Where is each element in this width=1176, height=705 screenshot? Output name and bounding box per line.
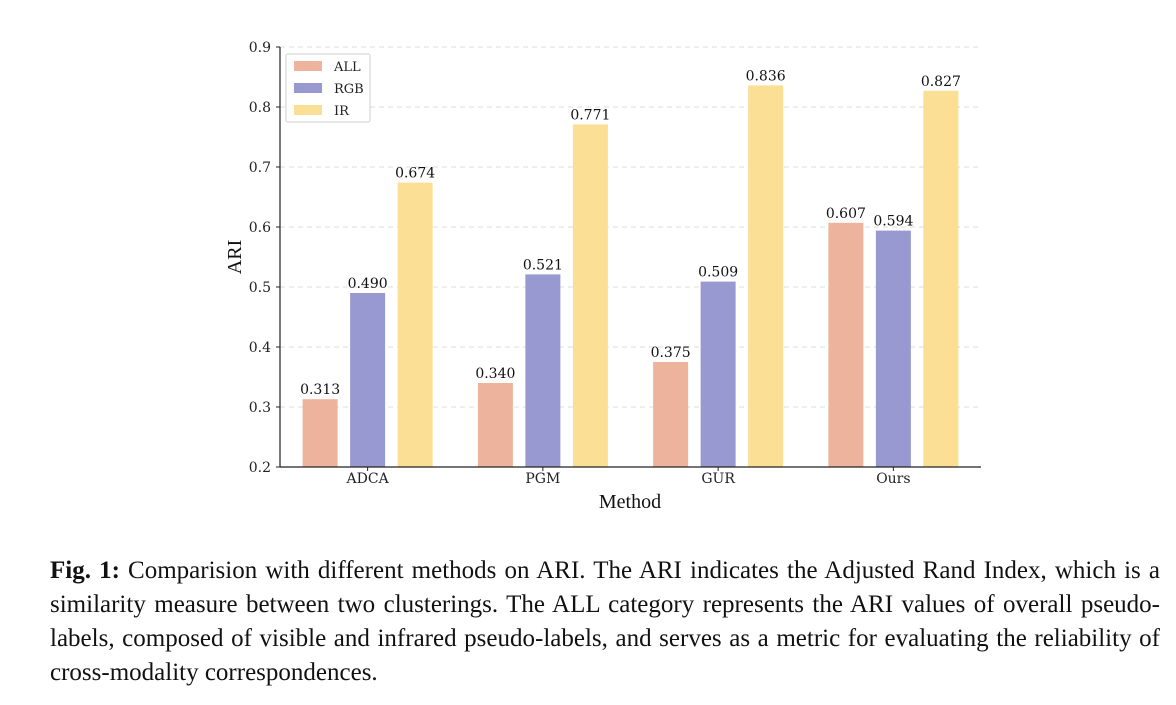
data-label: 0.771	[570, 107, 610, 123]
data-label: 0.375	[651, 345, 691, 361]
x-tick-label: Ours	[876, 471, 910, 487]
y-tick-label: 0.4	[249, 340, 271, 356]
value-labels: 0.313 0.490 0.674 0.340 0.521 0.771 0.375 0.509…	[300, 68, 961, 398]
data-label: 0.836	[746, 68, 786, 84]
caption-text: Comparision with different methods on AR…	[50, 557, 1160, 686]
legend-swatch-rgb	[294, 83, 322, 93]
y-tick-label: 0.2	[249, 460, 271, 476]
bar-all-ours	[828, 222, 864, 467]
legend-label-ir: IR	[334, 104, 350, 119]
x-axis-title: Method	[599, 491, 661, 513]
tick-labels: 0.2 0.3 0.4 0.5 0.6 0.7 0.8 0.9 ADCA PGM GUR Ours	[249, 40, 911, 487]
y-tick-label: 0.5	[249, 280, 271, 296]
data-label: 0.607	[826, 206, 866, 222]
legend-label-all: ALL	[333, 60, 361, 75]
data-label: 0.509	[698, 265, 738, 281]
bar-rgb-pgm	[525, 274, 561, 467]
bar-ir-ours	[923, 90, 959, 468]
bar-ir-gur	[748, 85, 784, 468]
legend-swatch-all	[294, 61, 322, 71]
data-label: 0.490	[348, 276, 388, 292]
x-tick-label: PGM	[525, 471, 560, 487]
y-tick-label: 0.9	[249, 40, 271, 56]
data-label: 0.313	[300, 382, 340, 398]
data-label: 0.674	[395, 166, 435, 182]
y-tick-label: 0.7	[249, 160, 271, 176]
x-tick-label: GUR	[701, 471, 735, 487]
x-tick-label: ADCA	[346, 471, 390, 487]
y-tick-label: 0.6	[249, 220, 271, 236]
axes	[276, 46, 981, 471]
bar-rgb-ours	[875, 230, 911, 467]
bar-all-adca	[302, 399, 338, 467]
figure-caption: Fig. 1: Comparision with different metho…	[50, 554, 1160, 690]
bar-rgb-gur	[700, 281, 736, 467]
bar-rgb-adca	[350, 293, 386, 467]
bar-ir-pgm	[572, 124, 608, 468]
bar-ir-adca	[397, 182, 433, 467]
caption-label: Fig. 1:	[50, 557, 120, 584]
bars	[302, 85, 959, 468]
data-label: 0.594	[873, 214, 913, 230]
bar-all-pgm	[477, 383, 513, 467]
data-label: 0.340	[475, 366, 515, 382]
y-tick-label: 0.8	[249, 100, 271, 116]
y-axis-title: ARI	[224, 240, 246, 274]
bar-chart: 0.313 0.490 0.674 0.340 0.521 0.771 0.375 0.509…	[224, 40, 981, 513]
legend-swatch-ir	[294, 105, 322, 115]
y-tick-label: 0.3	[249, 400, 271, 416]
bar-all-gur	[653, 362, 689, 467]
data-label: 0.521	[523, 257, 563, 273]
data-label: 0.827	[921, 74, 961, 90]
legend-label-rgb: RGB	[334, 82, 364, 97]
legend: ALL RGB IR	[285, 53, 371, 123]
